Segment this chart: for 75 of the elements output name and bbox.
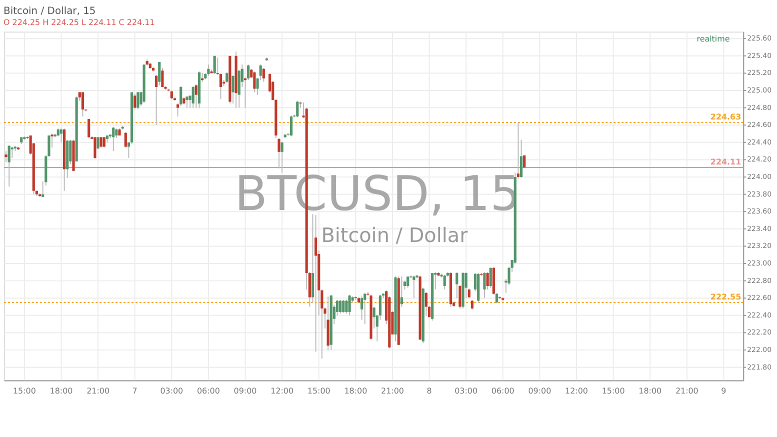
candlestick bbox=[262, 67, 265, 82]
x-tick-label: 15:00 bbox=[307, 386, 330, 396]
chart-subtitle: O 224.25 H 224.25 L 224.11 C 224.11 bbox=[3, 18, 155, 28]
x-tick-label: 7 bbox=[132, 386, 138, 396]
x-tick-label: 09:00 bbox=[528, 386, 552, 396]
candlestick bbox=[69, 139, 72, 165]
x-tick-label: 9 bbox=[721, 386, 726, 396]
x-tick-label: 06:00 bbox=[491, 386, 514, 396]
candlestick bbox=[4, 150, 8, 163]
candlestick bbox=[100, 136, 102, 148]
candlestick bbox=[342, 299, 345, 314]
x-tick-label: 12:00 bbox=[565, 386, 588, 396]
candlestick bbox=[253, 70, 256, 93]
candlestick bbox=[400, 276, 403, 308]
candlestick bbox=[124, 132, 127, 148]
candlestick bbox=[489, 267, 492, 288]
candlestick bbox=[372, 306, 376, 329]
candlestick bbox=[424, 292, 428, 316]
candlestick bbox=[161, 67, 164, 88]
candlestick bbox=[155, 74, 158, 126]
chart-title: Bitcoin / Dollar, 15 bbox=[3, 6, 96, 18]
candlestick bbox=[134, 93, 136, 110]
ref-line-label: 224.63 bbox=[710, 112, 742, 122]
candlestick bbox=[364, 292, 366, 325]
candlestick bbox=[8, 144, 10, 188]
x-tick-label: 21:00 bbox=[381, 386, 404, 396]
candlestick bbox=[314, 214, 318, 352]
candlestick bbox=[345, 299, 348, 314]
candlestick bbox=[136, 92, 140, 110]
candlestick bbox=[360, 296, 364, 320]
candlestick bbox=[115, 128, 118, 139]
candlestick bbox=[112, 126, 115, 152]
candlestick bbox=[50, 133, 54, 148]
candlestick bbox=[192, 86, 194, 108]
x-tick-label: 18:00 bbox=[344, 386, 368, 396]
candlestick bbox=[81, 92, 84, 117]
candlestick bbox=[232, 75, 234, 104]
ref-line-label: 222.55 bbox=[710, 292, 742, 302]
candlestick bbox=[296, 100, 299, 118]
candlestick bbox=[348, 294, 351, 316]
candlestick bbox=[186, 96, 188, 108]
candlestick bbox=[226, 72, 228, 84]
annotation: realtime bbox=[696, 34, 730, 44]
candlestick bbox=[10, 146, 14, 158]
x-tick-label: 18:00 bbox=[638, 386, 662, 396]
x-tick-label: 15:00 bbox=[12, 386, 36, 396]
candlestick bbox=[280, 142, 284, 174]
ref-line-label: 224.11 bbox=[710, 157, 742, 166]
candlestick bbox=[443, 274, 446, 290]
candlestick bbox=[278, 138, 280, 169]
candlestick bbox=[339, 299, 342, 314]
x-tick-label: 06:00 bbox=[196, 386, 220, 396]
candlestick bbox=[456, 272, 458, 299]
candlestick bbox=[88, 118, 90, 139]
candlestick bbox=[213, 55, 216, 75]
x-tick-label: 03:00 bbox=[454, 386, 478, 396]
x-tick-label: 09:00 bbox=[234, 386, 257, 396]
annotation: Bitcoin / Dollar bbox=[321, 224, 469, 247]
x-tick-label: 18:00 bbox=[50, 386, 73, 396]
x-tick-label: 8 bbox=[426, 386, 432, 396]
x-tick-label: 15:00 bbox=[602, 386, 625, 396]
candlestick bbox=[94, 136, 96, 160]
candlestick bbox=[207, 64, 210, 76]
candlestick bbox=[412, 275, 416, 299]
x-tick-label: 12:00 bbox=[270, 386, 294, 396]
candlestick bbox=[483, 272, 486, 299]
x-tick-label: 21:00 bbox=[675, 386, 698, 396]
x-tick-label: 21:00 bbox=[86, 386, 110, 396]
candlestick bbox=[102, 136, 106, 148]
candlestick bbox=[290, 115, 293, 137]
candlestick bbox=[96, 136, 100, 150]
candlestick bbox=[470, 299, 474, 310]
x-tick-label: 03:00 bbox=[160, 386, 184, 396]
candlestick bbox=[194, 84, 198, 108]
candlestick bbox=[486, 272, 489, 290]
